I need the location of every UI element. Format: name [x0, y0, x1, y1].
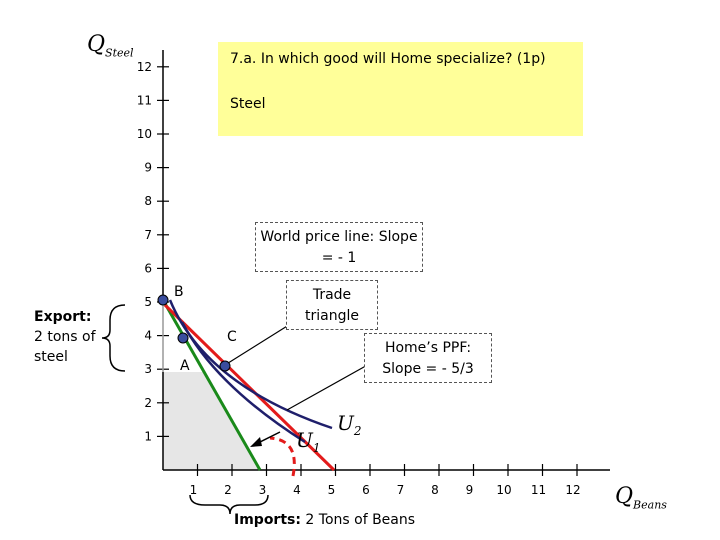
x-axis-ticks: 1 2 3 4 5 6 7 8 9 10 11 12 [190, 464, 581, 497]
question-box: 7.a. In which good will Home specialize?… [218, 42, 583, 136]
x-tick-label: 11 [531, 483, 546, 497]
x-tick-label: 10 [496, 483, 511, 497]
point-a-marker [177, 332, 189, 344]
imports-label-bold: Imports: [234, 512, 301, 528]
imports-arrow [269, 436, 296, 477]
y-tick-label: 7 [144, 228, 152, 242]
x-tick-label: 9 [466, 483, 474, 497]
export-label: Export: 2 tons of steel [34, 307, 104, 367]
x-axis-title: QBeans [615, 484, 667, 512]
u1-label: U1 [296, 428, 321, 455]
question-text: 7.a. In which good will Home specialize?… [230, 51, 546, 67]
ppf-shaded-region [163, 372, 259, 470]
world-price-line-label: World price line: Slope = - 1 [255, 222, 423, 272]
point-c-marker [219, 360, 231, 372]
y-axis-title: QSteel [87, 32, 134, 60]
point-c-label: C [227, 329, 237, 345]
home-ppf-line [161, 299, 262, 471]
x-tick-label: 3 [259, 483, 267, 497]
y-tick-label: 2 [144, 396, 152, 410]
export-brace [101, 304, 126, 372]
world-price-line [163, 303, 336, 472]
y-tick-label: 6 [144, 261, 152, 275]
x-tick-label: 1 [190, 483, 198, 497]
imports-label: Imports: 2 Tons of Beans [234, 512, 415, 528]
y-tick-label: 12 [137, 60, 152, 74]
y-tick-label: 5 [144, 295, 152, 309]
x-tick-label: 2 [224, 483, 232, 497]
point-b-marker [157, 294, 169, 306]
imports-arrowhead [250, 437, 262, 447]
x-tick-label: 8 [431, 483, 439, 497]
x-tick-label: 6 [362, 483, 370, 497]
y-tick-label: 11 [137, 93, 152, 107]
export-label-rest: 2 tons of steel [34, 329, 96, 365]
y-tick-label: 3 [144, 362, 152, 376]
y-tick-label: 9 [144, 161, 152, 175]
y-tick-label: 8 [144, 194, 152, 208]
export-label-bold: Export: [34, 309, 92, 325]
u2-label: U2 [337, 411, 362, 438]
point-b-label: B [174, 284, 184, 300]
indifference-curve-u2 [168, 299, 333, 430]
trade-triangle-label: Trade triangle [286, 280, 378, 330]
y-tick-label: 10 [137, 127, 152, 141]
x-tick-label: 5 [328, 483, 336, 497]
x-tick-label: 12 [565, 483, 580, 497]
home-ppf-label: Home’s PPF: Slope = - 5/3 [364, 333, 492, 383]
x-tick-label: 4 [293, 483, 301, 497]
x-tick-label: 7 [397, 483, 405, 497]
y-tick-label: 1 [144, 429, 152, 443]
point-a-label: A [180, 358, 190, 374]
y-tick-label: 4 [144, 329, 152, 343]
imports-label-rest: 2 Tons of Beans [300, 512, 416, 528]
imports-brace [189, 494, 269, 515]
answer-text: Steel [230, 96, 266, 112]
